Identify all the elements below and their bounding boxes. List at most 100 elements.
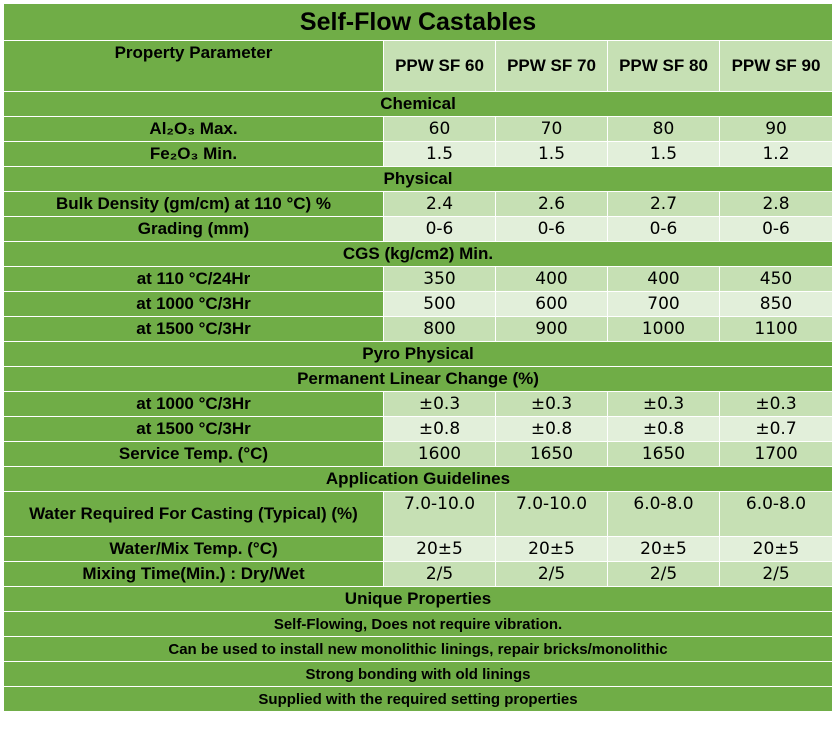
unique-property: Strong bonding with old linings [2, 661, 834, 687]
unique-row: Self-Flowing, Does not require vibration… [2, 611, 834, 637]
cell-value: 90 [718, 116, 834, 142]
cell-value: ±0.3 [495, 391, 608, 417]
cell-value: ±0.8 [383, 416, 496, 442]
row-label: at 110 °C/24Hr [3, 266, 384, 292]
cell-value: 20±5 [383, 536, 496, 562]
cell-value: 70 [495, 116, 608, 142]
cell-value: 450 [718, 266, 834, 292]
cell-value: 80 [607, 116, 720, 142]
cell-value: ±0.7 [718, 416, 834, 442]
section-row: Unique Properties [2, 586, 834, 612]
row-label: Water/Mix Temp. (°C) [3, 536, 384, 562]
cell-value: 60 [383, 116, 496, 142]
section-chemical: Chemical [2, 91, 834, 117]
section-application: Application Guidelines [2, 466, 834, 492]
unique-row: Strong bonding with old linings [2, 661, 834, 687]
section-row: Permanent Linear Change (%) [2, 366, 834, 392]
cell-value: 900 [495, 316, 608, 342]
cell-value: 6.0-8.0 [718, 491, 834, 537]
unique-property: Self-Flowing, Does not require vibration… [2, 611, 834, 637]
section-physical: Physical [2, 166, 834, 192]
cell-value: 1.2 [718, 141, 834, 167]
cell-value: 2.7 [607, 191, 720, 217]
row-label: Water Required For Casting (Typical) (%) [3, 491, 384, 537]
table-row: Mixing Time(Min.) : Dry/Wet 2/5 2/5 2/5 … [3, 561, 834, 587]
cell-value: 2.4 [383, 191, 496, 217]
cell-value: 1.5 [495, 141, 608, 167]
row-label: Fe₂O₃ Min. [3, 141, 384, 167]
table-row: at 1500 °C/3Hr ±0.8 ±0.8 ±0.8 ±0.7 [3, 416, 834, 442]
table-row: Water/Mix Temp. (°C) 20±5 20±5 20±5 20±5 [3, 536, 834, 562]
row-label: Bulk Density (gm/cm) at 110 °C) % [3, 191, 384, 217]
grade-header-60: PPW SF 60 [383, 40, 496, 92]
cell-value: ±0.3 [607, 391, 720, 417]
section-plc: Permanent Linear Change (%) [2, 366, 834, 392]
cell-value: 0-6 [495, 216, 608, 242]
cell-value: 850 [718, 291, 834, 317]
cell-value: 400 [607, 266, 720, 292]
table-row: Al₂O₃ Max. 60 70 80 90 [3, 116, 834, 142]
unique-property: Can be used to install new monolithic li… [2, 636, 834, 662]
cell-value: 7.0-10.0 [383, 491, 496, 537]
row-label: at 1500 °C/3Hr [3, 416, 384, 442]
section-cgs: CGS (kg/cm2) Min. [2, 241, 834, 267]
cell-value: 20±5 [718, 536, 834, 562]
section-unique: Unique Properties [2, 586, 834, 612]
cell-value: 2/5 [383, 561, 496, 587]
cell-value: 1600 [383, 441, 496, 467]
cell-value: 1650 [495, 441, 608, 467]
table-title: Self-Flow Castables [2, 3, 834, 41]
table-row: at 1500 °C/3Hr 800 900 1000 1100 [3, 316, 834, 342]
unique-row: Can be used to install new monolithic li… [2, 636, 834, 662]
cell-value: 2/5 [607, 561, 720, 587]
cell-value: 1.5 [607, 141, 720, 167]
cell-value: 350 [383, 266, 496, 292]
section-row: CGS (kg/cm2) Min. [2, 241, 834, 267]
cell-value: 500 [383, 291, 496, 317]
cell-value: 2/5 [495, 561, 608, 587]
section-row: Physical [2, 166, 834, 192]
section-pyro: Pyro Physical [2, 341, 834, 367]
table-row: at 1000 °C/3Hr 500 600 700 850 [3, 291, 834, 317]
row-label: Al₂O₃ Max. [3, 116, 384, 142]
cell-value: ±0.3 [383, 391, 496, 417]
cell-value: 0-6 [718, 216, 834, 242]
row-label: at 1000 °C/3Hr [3, 291, 384, 317]
cell-value: 2.8 [718, 191, 834, 217]
table-row: Water Required For Casting (Typical) (%)… [3, 491, 834, 537]
table-row: Fe₂O₃ Min. 1.5 1.5 1.5 1.2 [3, 141, 834, 167]
row-label: Grading (mm) [3, 216, 384, 242]
cell-value: 1.5 [383, 141, 496, 167]
cell-value: 800 [383, 316, 496, 342]
cell-value: 1650 [607, 441, 720, 467]
cell-value: 600 [495, 291, 608, 317]
grade-header-80: PPW SF 80 [607, 40, 720, 92]
castables-table: Self-Flow Castables Property Parameter P… [2, 3, 834, 712]
row-label: Mixing Time(Min.) : Dry/Wet [3, 561, 384, 587]
section-row: Application Guidelines [2, 466, 834, 492]
row-label: at 1500 °C/3Hr [3, 316, 384, 342]
grade-header-70: PPW SF 70 [495, 40, 608, 92]
cell-value: 2.6 [495, 191, 608, 217]
title-row: Self-Flow Castables [2, 3, 834, 41]
table-row: at 110 °C/24Hr 350 400 400 450 [3, 266, 834, 292]
cell-value: ±0.8 [607, 416, 720, 442]
cell-value: 6.0-8.0 [607, 491, 720, 537]
cell-value: 7.0-10.0 [495, 491, 608, 537]
cell-value: 2/5 [718, 561, 834, 587]
cell-value: 0-6 [383, 216, 496, 242]
cell-value: 20±5 [607, 536, 720, 562]
property-parameter-header: Property Parameter [3, 40, 384, 92]
table-row: Grading (mm) 0-6 0-6 0-6 0-6 [3, 216, 834, 242]
table-row: at 1000 °C/3Hr ±0.3 ±0.3 ±0.3 ±0.3 [3, 391, 834, 417]
cell-value: 0-6 [607, 216, 720, 242]
cell-value: 1000 [607, 316, 720, 342]
cell-value: 700 [607, 291, 720, 317]
row-label: Service Temp. (°C) [3, 441, 384, 467]
castables-sheet: Self-Flow Castables Property Parameter P… [2, 3, 834, 712]
cell-value: ±0.8 [495, 416, 608, 442]
section-row: Pyro Physical [2, 341, 834, 367]
cell-value: 1100 [718, 316, 834, 342]
row-label: at 1000 °C/3Hr [3, 391, 384, 417]
unique-row: Supplied with the required setting prope… [2, 686, 834, 712]
